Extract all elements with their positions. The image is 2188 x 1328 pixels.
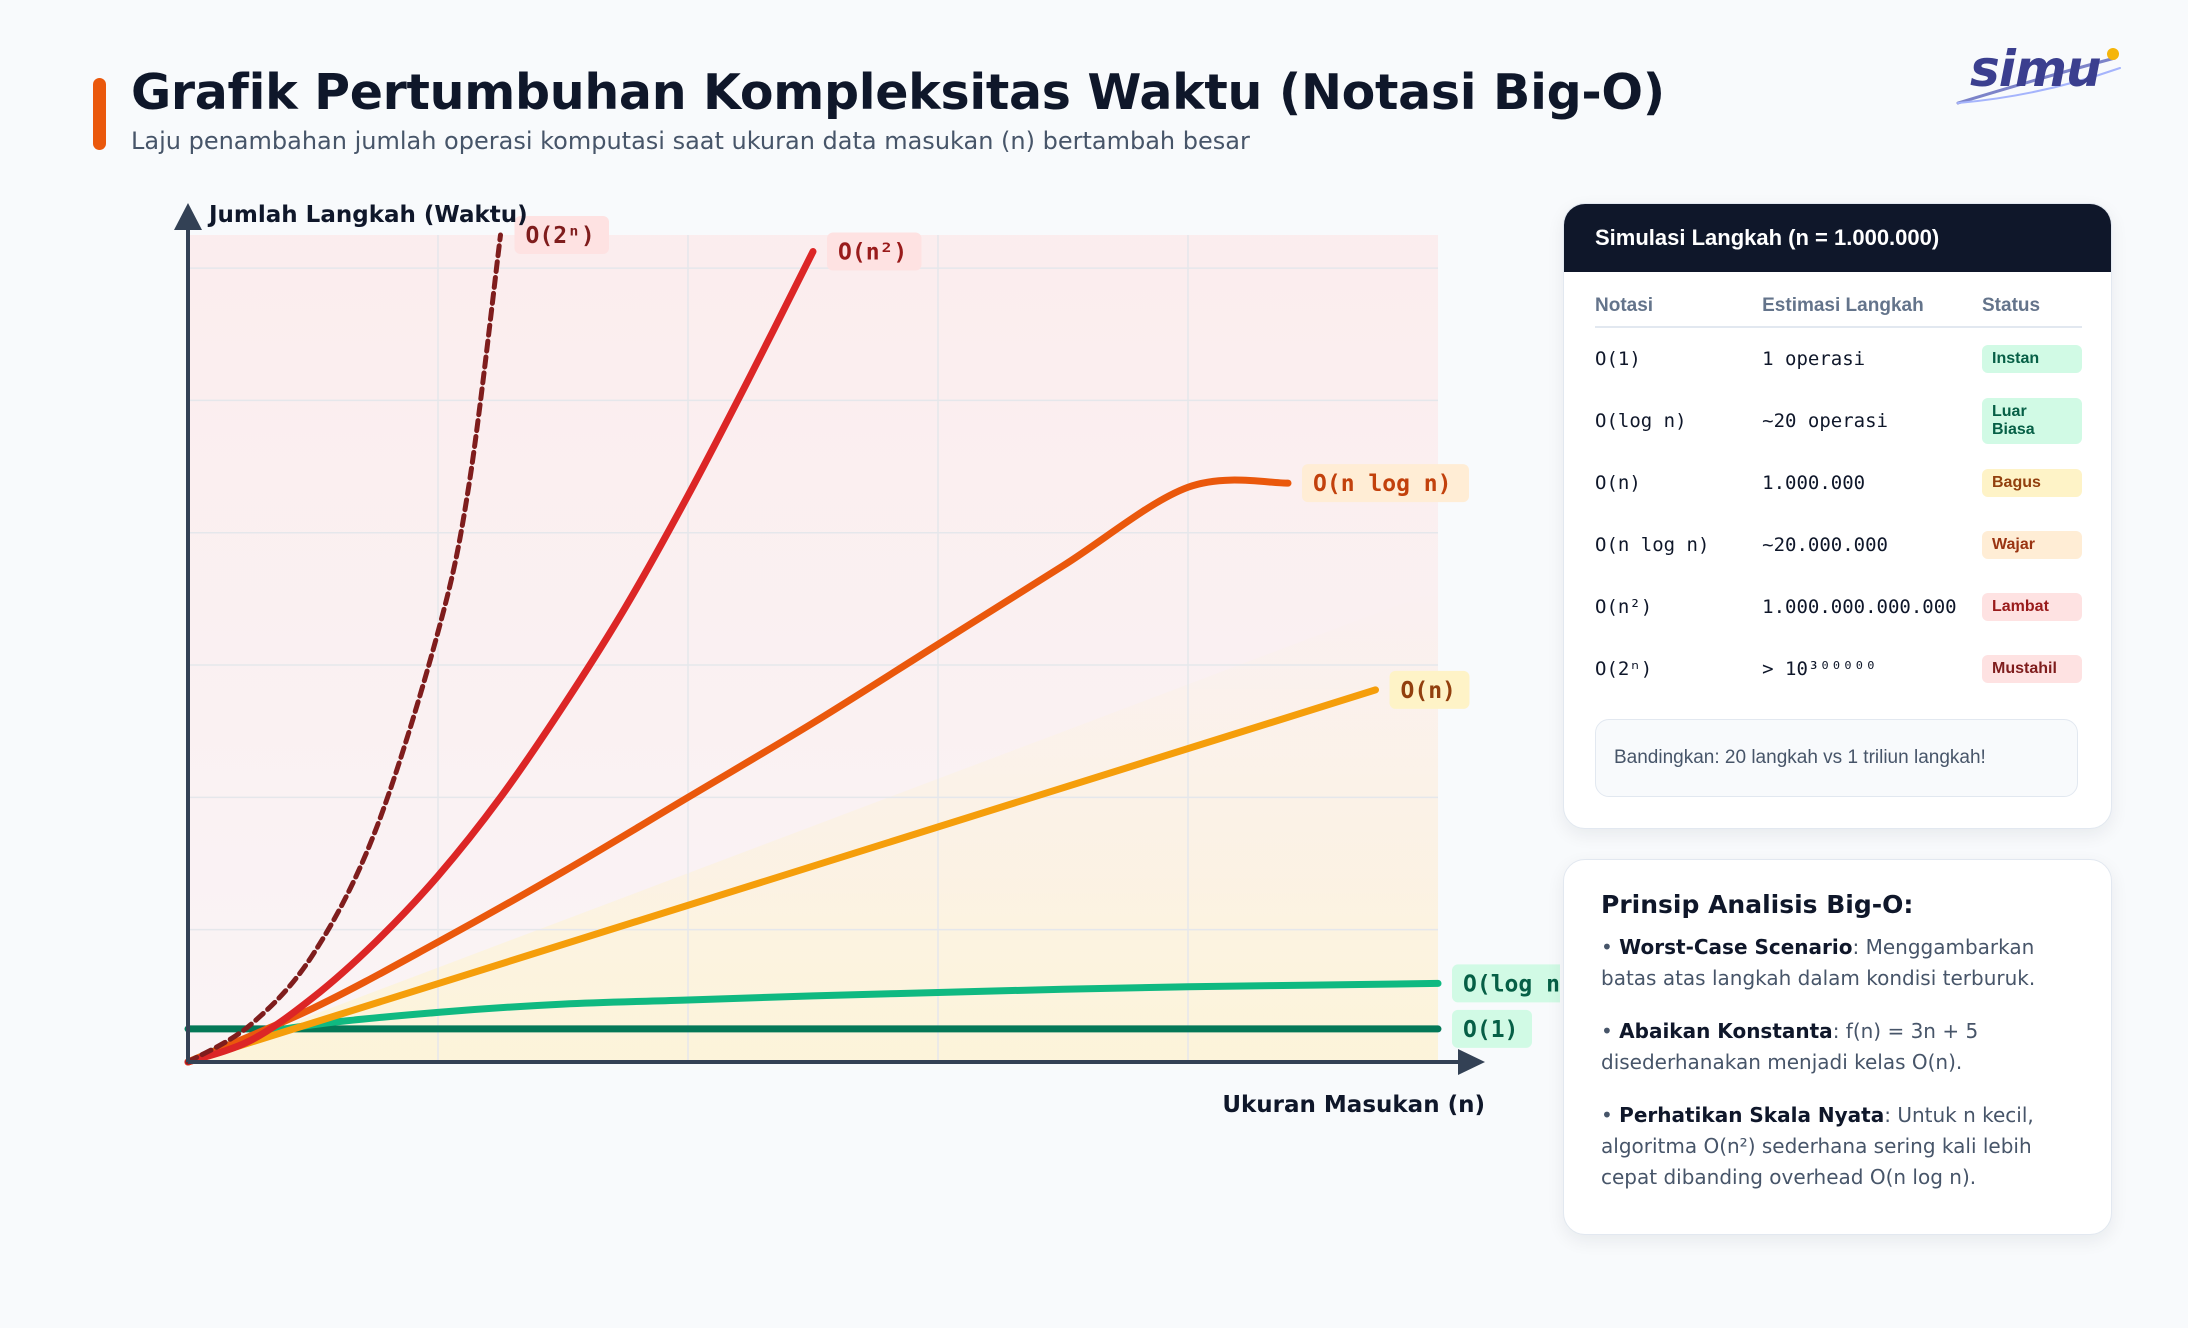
table-row: O(n) 1.000.000 Bagus [1595,452,2082,514]
series-label-text: O(n²) [838,240,907,266]
principle-term: Abaikan Konstanta [1619,1019,1833,1043]
column-header-steps: Estimasi Langkah [1762,286,1982,328]
cell-notation: O(1) [1595,348,1641,370]
principles-title: Prinsip Analisis Big-O: [1601,890,1914,919]
x-axis-arrow-icon [1458,1049,1485,1075]
status-badge: Instan [1982,345,2082,373]
simulation-table: Notasi Estimasi Langkah Status O(1) 1 ope… [1595,286,2082,700]
series-label-text: O(2ⁿ) [526,223,595,249]
chart-series-labels: O(1) O(log n) O(n) O(n log n) O(n²) O(2ⁿ) [514,216,1560,1048]
series-label-2: O(n) [1389,670,1470,709]
status-badge: Luar Biasa [1982,398,2082,444]
chart-grid [188,235,1438,1062]
principle-term: Perhatikan Skala Nyata [1619,1103,1885,1127]
principles-card: Prinsip Analisis Big-O: • Worst-Case Sce… [1563,859,2112,1235]
simulation-table-body: O(1) 1 operasi Instan O(log n) ~20 operasi Lu… [1595,327,2082,700]
series-label-text: O(1) [1463,1017,1518,1043]
simulation-card: Simulasi Langkah (n = 1.000.000) Notasi … [1563,203,2112,829]
series-label-5: O(2ⁿ) [514,216,609,254]
series-label-background [1452,1009,1532,1048]
series-label-3: O(n log n) [1302,464,1469,503]
principle-text: : Menggambarkan batas atas langkah dalam… [1601,935,2036,990]
principle-item-constants: • Abaikan Konstanta: f(n) = 3n + 5 dised… [1601,1016,2071,1078]
principle-item-real-scale: • Perhatikan Skala Nyata: Untuk n kecil,… [1601,1100,2071,1193]
cell-steps: 1 operasi [1762,348,1866,370]
chart-series-group [184,232,1442,1066]
series-label-0: O(1) [1452,1009,1532,1048]
status-badge: Lambat [1982,593,2082,621]
cell-notation: O(2ⁿ) [1595,658,1653,680]
bullet: • [1601,935,1620,959]
column-header-notation: Notasi [1595,286,1763,328]
series-label-1: O(log n) [1452,964,1560,1003]
cell-status: Lambat [1982,576,2082,638]
status-badge: Mustahil [1982,655,2082,683]
series-label-background [1452,964,1560,1003]
series-label-background [1302,464,1469,503]
table-row: O(2ⁿ) > 10³⁰⁰⁰⁰⁰ Mustahil [1595,638,2082,700]
cell-status: Mustahil [1982,638,2082,700]
cell-steps: 1.000.000.000.000 [1762,596,1957,618]
series-label-background [827,232,922,271]
series-label-text: O(n log n) [1313,471,1451,497]
simu-logo: simu [1950,28,2130,118]
cell-notation: O(n log n) [1595,534,1710,556]
cell-steps: > 10³⁰⁰⁰⁰⁰ [1762,658,1877,680]
title-accent-bar [93,78,106,150]
simulation-header: Simulasi Langkah (n = 1.000.000) [1564,204,2111,272]
series-line-3 [184,476,1292,1066]
series-line-2 [184,686,1379,1066]
table-row: O(n²) 1.000.000.000.000 Lambat [1595,576,2082,638]
series-label-background [1389,670,1470,709]
cell-steps: 1.000.000 [1762,472,1866,494]
chart-area-shade [188,590,1438,1062]
series-label-4: O(n²) [827,232,922,271]
series-label-text: O(log n) [1463,971,1560,997]
logo-text: simu [1970,40,2102,98]
table-header-row: Notasi Estimasi Langkah Status [1595,286,2082,328]
logo-swoosh-icon [1956,48,2121,105]
x-axis-label: Ukuran Masukan (n) [1222,1092,1485,1118]
cell-notation: O(n²) [1595,596,1653,618]
table-row: O(1) 1 operasi Instan [1595,327,2082,390]
cell-status: Bagus [1982,452,2082,514]
column-header-status: Status [1982,286,2082,328]
comparison-note: Bandingkan: 20 langkah vs 1 triliun lang… [1595,719,2078,797]
series-label-text: O(n) [1401,678,1456,704]
page-title: Grafik Pertumbuhan Kompleksitas Waktu (N… [131,64,1665,121]
cell-status: Wajar [1982,514,2082,576]
principle-item-worst-case: • Worst-Case Scenario: Menggambarkan bat… [1601,932,2071,994]
y-axis-label: Jumlah Langkah (Waktu) [207,202,528,228]
cell-notation: O(log n) [1595,410,1687,432]
complexity-chart: O(1) O(log n) O(n) O(n log n) O(n²) O(2ⁿ) Jum… [174,202,1560,1118]
principle-text: : Untuk n kecil, algoritma O(n²) sederha… [1601,1103,2034,1189]
principle-text: : f(n) = 3n + 5 disederhanakan menjadi k… [1601,1019,1979,1074]
status-badge: Bagus [1982,469,2082,497]
table-row: O(n log n) ~20.000.000 Wajar [1595,514,2082,576]
series-line-4 [184,248,817,1066]
cell-status: Luar Biasa [1982,390,2082,452]
principle-term: Worst-Case Scenario [1619,935,1853,959]
cell-notation: O(n) [1595,472,1641,494]
bullet: • [1601,1019,1620,1043]
status-badge: Wajar [1982,531,2082,559]
cell-steps: ~20 operasi [1762,410,1888,432]
series-line-1 [184,979,1442,1066]
y-axis-arrow-icon [174,203,202,230]
series-label-background [514,216,609,254]
table-row: O(log n) ~20 operasi Luar Biasa [1595,390,2082,452]
series-line-5 [185,232,503,1065]
cell-status: Instan [1982,327,2082,390]
bullet: • [1601,1103,1620,1127]
page-subtitle: Laju penambahan jumlah operasi komputasi… [131,127,1250,155]
cell-steps: ~20.000.000 [1762,534,1888,556]
